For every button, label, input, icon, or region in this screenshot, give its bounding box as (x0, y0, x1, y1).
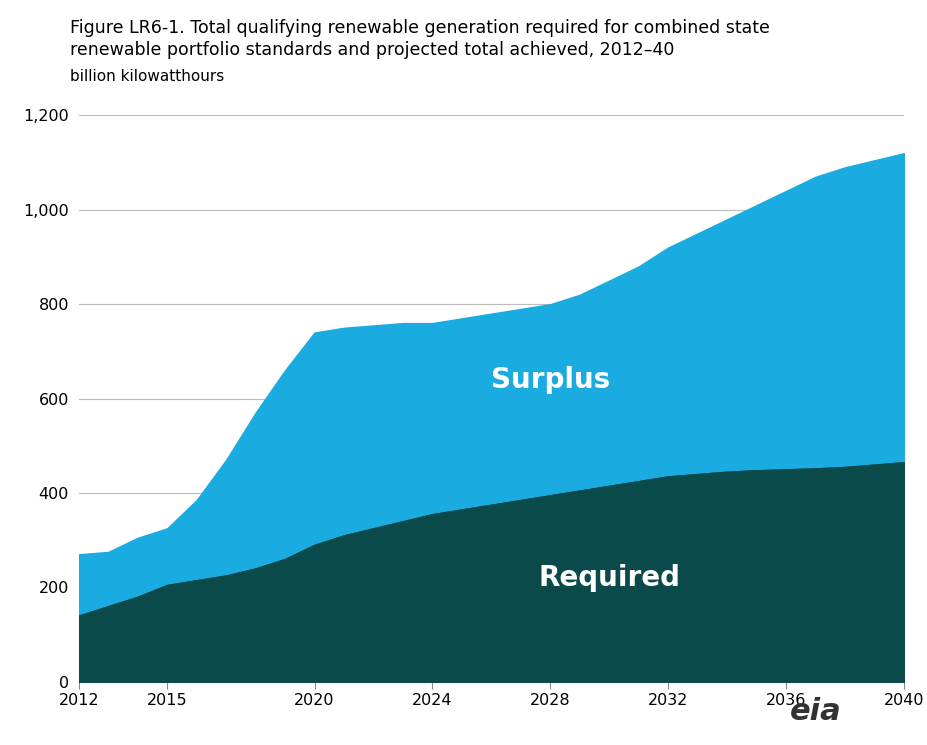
Text: renewable portfolio standards and projected total achieved, 2012–40: renewable portfolio standards and projec… (70, 41, 674, 59)
Text: Figure LR6-1. Total qualifying renewable generation required for combined state: Figure LR6-1. Total qualifying renewable… (70, 19, 769, 37)
Text: billion kilowatthours: billion kilowatthours (70, 69, 223, 83)
Text: eia: eia (790, 697, 842, 726)
Text: Surplus: Surplus (490, 366, 610, 393)
Text: Required: Required (539, 564, 680, 592)
